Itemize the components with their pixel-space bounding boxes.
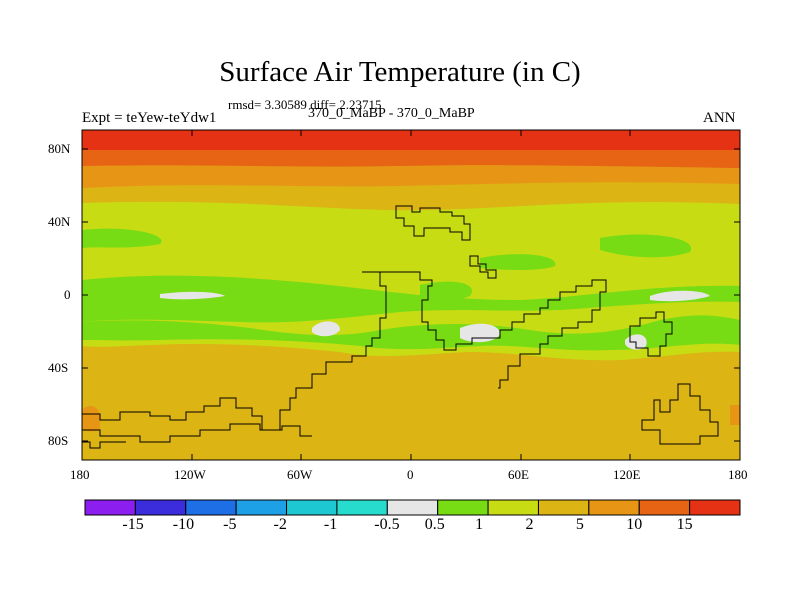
coastline-south-ridge xyxy=(82,441,126,449)
stats-label: rmsd= 3.30589 diff= 2.23715 xyxy=(228,97,382,112)
field-band-orange-south xyxy=(82,405,100,432)
field-band-near-zero-2 xyxy=(312,321,340,337)
y-tick-label: 80N xyxy=(48,141,71,156)
colorbar-swatch xyxy=(286,499,338,516)
colorbar-label: -15 xyxy=(122,516,144,533)
colorbar-label: 0.5 xyxy=(424,516,445,533)
colorbar-swatch xyxy=(689,499,741,516)
colorbar-swatch xyxy=(84,499,136,516)
colorbar-label: -2 xyxy=(273,516,287,533)
colorbar-label: -1 xyxy=(323,516,338,533)
colorbar-swatch xyxy=(638,499,691,516)
x-tick-label: 120W xyxy=(174,467,206,482)
field-band-orange-red xyxy=(82,150,740,170)
field-band-near-zero-1 xyxy=(160,291,225,300)
season-label: ANN xyxy=(703,110,736,126)
map-title: Surface Air Temperature (in C) xyxy=(219,56,581,88)
x-axis-ticks xyxy=(81,130,741,460)
x-tick-label: 180 xyxy=(728,467,748,482)
colorbar-label: 2 xyxy=(525,516,534,533)
y-tick-label: 40N xyxy=(48,214,71,229)
coastline-south-continent xyxy=(82,423,312,443)
x-tick-label: 60E xyxy=(508,467,529,482)
coastline-central-east xyxy=(380,271,607,389)
y-tick-label: 0 xyxy=(64,287,71,302)
x-tick-label: 0 xyxy=(407,467,414,482)
colorbar-label: -5 xyxy=(223,516,237,533)
coastline-outlines xyxy=(82,205,719,449)
x-tick-label: 120E xyxy=(613,467,641,482)
colorbar-label: 15 xyxy=(676,516,693,533)
colorbar-swatch xyxy=(437,499,489,516)
colorbar-label: 5 xyxy=(575,516,584,533)
field-band-green-3 xyxy=(82,315,740,351)
experiment-label: Expt = teYew-teYdw1 xyxy=(82,110,217,126)
coastline-north-continent xyxy=(395,205,471,241)
y-tick-label: 80S xyxy=(48,433,69,448)
field-band-green-1 xyxy=(82,228,162,248)
colorbar-label: 10 xyxy=(626,516,643,533)
colorbar-swatch xyxy=(336,499,388,516)
colorbar-label: 1 xyxy=(475,516,484,533)
x-tick-label: 60W xyxy=(287,467,313,482)
field-band-green-6 xyxy=(420,281,472,301)
colorbar-label: -0.5 xyxy=(374,516,400,533)
colorbar-swatch xyxy=(487,499,539,516)
field-band-green-4 xyxy=(480,254,556,270)
x-tick-label: 180 xyxy=(70,467,90,482)
field-band-orange-south-2 xyxy=(730,405,740,425)
colorbar-swatch xyxy=(588,499,640,516)
field-band-near-zero-4 xyxy=(650,290,710,302)
colorbar-swatch xyxy=(235,499,288,516)
coastline-east-continent xyxy=(629,311,673,357)
colorbar-swatch xyxy=(386,499,439,516)
field-band-red xyxy=(82,130,740,152)
colorbar xyxy=(84,499,741,516)
temperature-field xyxy=(82,130,740,460)
field-band-green-5 xyxy=(600,234,692,258)
colorbar-swatch xyxy=(537,499,590,516)
field-band-green-2 xyxy=(82,275,740,323)
y-tick-label: 40S xyxy=(48,360,69,375)
comparison-label: 370_0_MaBP - 370_0_MaBP xyxy=(308,106,475,121)
coastline-island-chain xyxy=(469,255,497,279)
coastline-central-continent xyxy=(82,271,387,431)
coastline-south-east xyxy=(641,383,719,445)
colorbar-swatch xyxy=(185,499,237,516)
colorbar-label: -10 xyxy=(172,516,195,533)
colorbar-swatch xyxy=(134,499,187,516)
y-axis-ticks xyxy=(82,148,740,442)
